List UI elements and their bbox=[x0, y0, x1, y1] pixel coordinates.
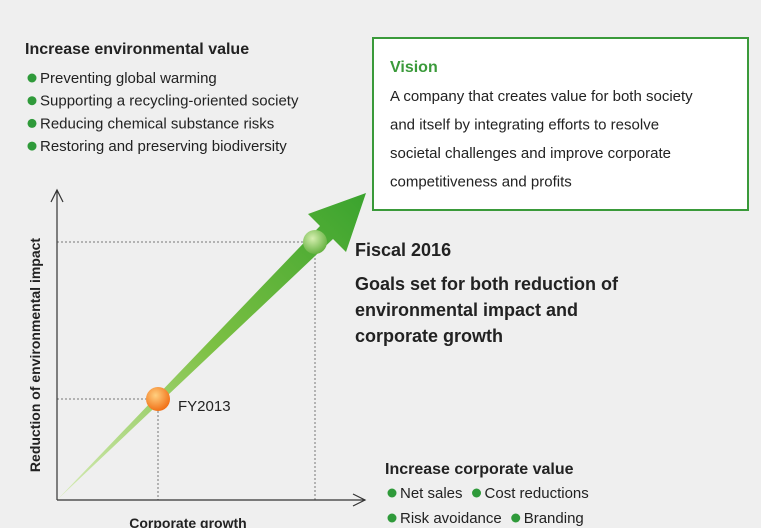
fy2013-label: FY2013 bbox=[178, 398, 231, 415]
bullet bbox=[387, 488, 397, 498]
fy2016-marker bbox=[303, 230, 327, 254]
env-item: Reducing chemical substance risks bbox=[40, 115, 274, 132]
goal-line: environmental impact and bbox=[355, 300, 578, 320]
corp-title: Increase corporate value bbox=[385, 461, 574, 478]
corp-item: Risk avoidance bbox=[400, 510, 502, 527]
bullet bbox=[387, 513, 397, 523]
y-axis-label: Reduction of environmental impact bbox=[27, 238, 43, 472]
env-item: Preventing global warming bbox=[40, 70, 217, 87]
x-axis-label: Corporate growth bbox=[129, 515, 246, 528]
env-title: Increase environmental value bbox=[25, 41, 249, 58]
bullet bbox=[27, 73, 37, 83]
corp-item: Branding bbox=[524, 510, 584, 527]
bullet bbox=[511, 513, 521, 523]
corp-item: Net sales bbox=[400, 485, 463, 502]
vision-box bbox=[372, 37, 749, 211]
bullet bbox=[27, 141, 37, 151]
axes bbox=[50, 188, 367, 507]
corp-item: Cost reductions bbox=[485, 485, 589, 502]
vision-text: A company that creates value for both so… bbox=[390, 88, 693, 191]
goal-title: Fiscal 2016 bbox=[355, 240, 451, 260]
goal-line: Goals set for both reduction of bbox=[355, 274, 619, 294]
goal-text: Goals set for both reduction of environme… bbox=[355, 274, 619, 346]
goal-line: corporate growth bbox=[355, 326, 503, 346]
bullet bbox=[27, 118, 37, 128]
vision-line: A company that creates value for both so… bbox=[390, 88, 693, 105]
growth-arrow bbox=[57, 193, 366, 500]
env-item: Restoring and preserving biodiversity bbox=[40, 138, 287, 155]
bullet bbox=[472, 488, 482, 498]
bullet bbox=[27, 96, 37, 106]
env-list: Preventing global warming Supporting a re… bbox=[27, 70, 299, 155]
guides bbox=[57, 241, 316, 500]
vision-line: competitiveness and profits bbox=[390, 174, 572, 191]
fy2013-marker bbox=[146, 387, 170, 411]
corp-list: Net sales Cost reductions Risk avoidance Br… bbox=[387, 485, 589, 527]
vision-line: and itself by integrating efforts to res… bbox=[390, 117, 659, 134]
vision-line: societal challenges and improve corporat… bbox=[390, 145, 671, 162]
env-item: Supporting a recycling-oriented society bbox=[40, 93, 299, 110]
vision-title: Vision bbox=[390, 59, 438, 76]
